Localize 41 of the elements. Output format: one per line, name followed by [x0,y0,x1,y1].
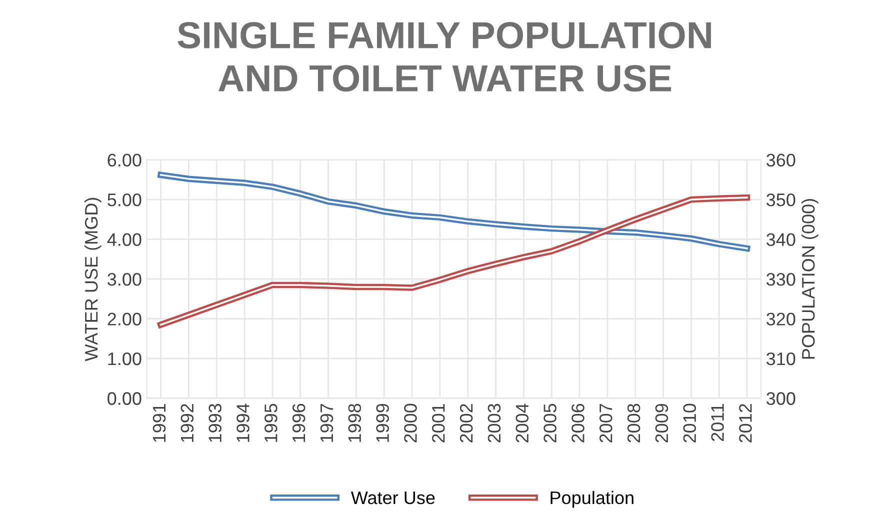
y-tick-label: 4.00 [107,233,142,246]
y-tick-label: 6.00 [108,154,142,167]
x-tick-label: 2002 [460,404,473,442]
y2-tick-label: 300 [766,392,796,405]
y-tick-label: 5.00 [108,193,142,206]
x-tick-label: 1997 [320,404,334,442]
y-tick-label: 3.00 [108,272,142,286]
chart-title: SINGLE FAMILY POPULATION AND TOILET WATER USE [178,22,711,92]
x-tick-label: 1993 [208,404,222,442]
x-tick-label: 2008 [627,404,640,442]
x-tick-label: 2010 [683,404,696,442]
x-tick-label: 1999 [376,404,389,442]
y-tick-label: 0.00 [108,392,142,405]
y-axis-title: WATER USE (MGD) [84,198,102,362]
y2-axis-title: POPULATION (000) [801,199,818,359]
x-tick-label: 1991 [152,404,166,442]
x-tick-label: 2004 [516,404,529,442]
y2-tick-label: 320 [766,312,796,326]
x-tick-label: 2000 [404,404,417,442]
x-tick-label: 1992 [180,404,194,442]
legend-label: Population [550,490,634,508]
y2-tick-label: 310 [766,352,796,366]
x-tick-label: 2003 [488,404,501,442]
y2-tick-label: 360 [766,154,796,167]
x-tick-label: 1994 [236,404,250,442]
x-tick-label: 1998 [348,404,362,442]
y2-tick-label: 350 [766,193,796,206]
x-tick-label: 1996 [292,404,306,442]
x-tick-label: 2005 [544,404,556,442]
x-tick-label: 2012 [739,404,752,442]
x-tick-label: 2011 [711,404,724,442]
x-tick-label: 2001 [432,404,445,442]
y-tick-label: 1.00 [108,352,142,366]
x-tick-label: 2006 [572,404,584,442]
x-tick-label: 1995 [264,404,278,442]
y-tick-label: 2.00 [108,312,142,326]
y2-tick-label: 340 [766,233,796,246]
x-tick-label: 2007 [599,404,612,442]
legend-label: Water Use [350,492,435,504]
y2-tick-label: 330 [766,272,796,286]
x-tick-label: 2009 [655,404,668,442]
